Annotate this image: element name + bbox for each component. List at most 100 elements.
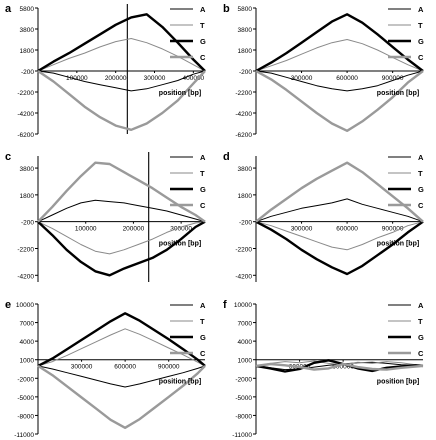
panel-f: f 10000700040001000-2000-5000-8000-110003… — [223, 299, 424, 439]
x-axis-title: position [bp] — [159, 379, 201, 386]
x-tick-label: 600000 — [332, 364, 354, 371]
series-line-G — [37, 13, 206, 73]
y-tick-label: 5800 — [20, 6, 35, 13]
y-tick-label: 1000 — [238, 358, 253, 365]
y-tick-label: 4000 — [238, 339, 253, 346]
series-line-A — [255, 198, 424, 223]
y-tick-label: -200 — [239, 220, 252, 227]
panel-d: d 3800 1800 -200 -2200 -4200 300000 600000 90000… — [223, 151, 424, 282]
legend-label: T — [418, 317, 423, 326]
x-tick-label: 200000 — [105, 75, 127, 82]
y-tick-label: -11000 — [232, 432, 252, 439]
x-axis-title: position [bp] — [377, 241, 419, 248]
legend-label: C — [200, 53, 206, 62]
legend-label: G — [200, 333, 206, 342]
y-tick-label: 1800 — [238, 193, 253, 200]
y-tick-label: -8000 — [17, 413, 34, 420]
x-axis-title: position [bp] — [377, 379, 419, 386]
legend-label: T — [418, 169, 423, 178]
legend-label: T — [200, 169, 205, 178]
legend-label: C — [200, 349, 206, 358]
y-tick-label: 10000 — [16, 302, 34, 309]
y-tick-label: -2200 — [17, 90, 34, 97]
series-line-C — [37, 364, 206, 430]
y-tick-label: 1800 — [20, 48, 35, 55]
y-tick-label: 1000 — [20, 358, 35, 365]
y-tick-label: -5000 — [17, 395, 34, 402]
legend-label: G — [418, 185, 424, 194]
series-line-C — [255, 362, 424, 371]
series-line-C — [37, 70, 206, 132]
panel-label: a — [5, 3, 12, 15]
panel-c: c 3800 1800 -200 -2200 -4200 100000 200000 30000… — [5, 151, 206, 282]
y-tick-label: -200 — [239, 69, 252, 76]
legend-label: C — [200, 201, 206, 210]
series-line-T — [37, 221, 206, 255]
series-line-A — [255, 70, 424, 92]
y-tick-label: -200 — [21, 220, 34, 227]
legend-label: A — [200, 5, 206, 14]
panel-label: e — [5, 299, 11, 311]
panel-label: f — [223, 299, 227, 311]
x-tick-label: 300000 — [144, 75, 166, 82]
y-tick-label: 3800 — [238, 166, 253, 173]
series-line-G — [37, 312, 206, 367]
y-tick-label: 1800 — [20, 193, 35, 200]
x-tick-label: 600000 — [114, 364, 136, 371]
x-tick-label: 900000 — [382, 75, 404, 82]
y-tick-label: 1800 — [238, 48, 253, 55]
y-tick-label: -2000 — [235, 376, 252, 383]
y-tick-label: 10000 — [234, 302, 252, 309]
panel-b: b 5800 3800 1800 -200 -2200 -4200 -6200 300000 60… — [223, 3, 424, 139]
y-tick-label: 3800 — [20, 27, 35, 34]
legend-label: A — [418, 5, 424, 14]
series-line-C — [37, 161, 206, 223]
legend-label: T — [418, 21, 423, 30]
panel-label: c — [5, 151, 11, 163]
series-line-T — [255, 39, 424, 72]
x-tick-label: 900000 — [158, 364, 180, 371]
legend-label: C — [418, 201, 424, 210]
panel-label: b — [223, 3, 230, 15]
legend-label: A — [200, 301, 206, 310]
series-line-A — [37, 70, 206, 92]
x-tick-label: 200000 — [123, 226, 145, 233]
x-tick-label: 100000 — [75, 226, 97, 233]
legend-label: C — [418, 53, 424, 62]
y-tick-label: -11000 — [14, 432, 34, 439]
y-tick-label: -2200 — [17, 246, 34, 253]
y-tick-label: 3800 — [238, 27, 253, 34]
y-tick-label: -200 — [21, 69, 34, 76]
legend-label: G — [418, 333, 424, 342]
y-tick-label: -4200 — [235, 111, 252, 118]
y-tick-label: -2200 — [235, 246, 252, 253]
x-axis-title: position [bp] — [159, 241, 201, 248]
legend-label: T — [200, 317, 205, 326]
y-tick-label: -4200 — [235, 273, 252, 280]
x-tick-label: 900000 — [382, 226, 404, 233]
x-tick-label: 300000 — [291, 75, 313, 82]
y-tick-label: -4200 — [17, 111, 34, 118]
legend-label: T — [200, 21, 205, 30]
series-line-C — [255, 69, 424, 133]
series-line-A — [37, 365, 206, 388]
y-tick-label: -2200 — [235, 90, 252, 97]
x-tick-label: 100000 — [66, 75, 88, 82]
x-tick-label: 300000 — [291, 226, 313, 233]
panel-label: d — [223, 151, 230, 163]
legend-label: A — [418, 153, 424, 162]
x-axis-title: position [bp] — [377, 90, 419, 97]
y-tick-label: -8000 — [235, 413, 252, 420]
legend-label: A — [200, 153, 206, 162]
series-line-G — [255, 13, 424, 73]
panel-a: a 5800 3800 1800 -200 -2200 -4200 -6200 100000 20… — [5, 3, 206, 139]
x-tick-label: 300000 — [170, 226, 192, 233]
y-tick-label: 4000 — [20, 339, 35, 346]
y-tick-label: -6200 — [17, 132, 34, 139]
x-tick-label: 600000 — [336, 75, 358, 82]
x-axis-title: position [bp] — [159, 90, 201, 97]
legend-label: C — [418, 349, 424, 358]
y-tick-label: 7000 — [238, 321, 253, 328]
y-tick-label: -2000 — [17, 376, 34, 383]
